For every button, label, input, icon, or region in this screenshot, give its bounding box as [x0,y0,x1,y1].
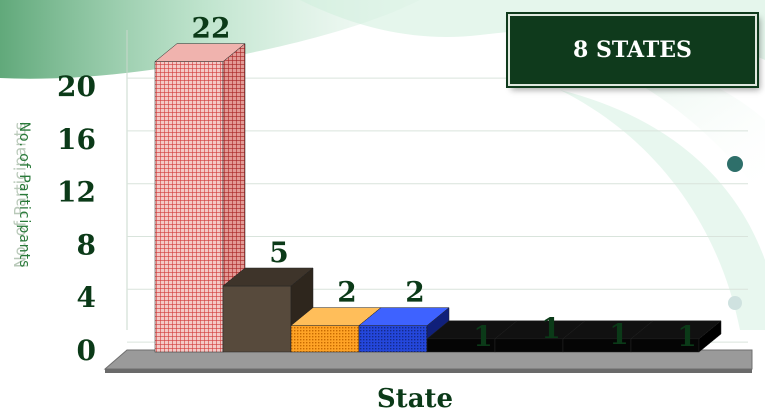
bar-top [630,320,722,340]
data-label: 1 [473,320,492,353]
bar-top [154,43,246,62]
data-label: 1 [677,320,696,353]
y-axis-label-area: No. of Participants No. of Participants [0,95,40,295]
decorative-dot [727,156,743,172]
y-tick-label: 12 [57,176,96,209]
bars [154,43,722,353]
decorative-dot [728,296,742,310]
data-label: 1 [541,312,560,345]
x-axis-label: State [376,384,454,414]
bar-top [222,267,314,287]
y-tick-label: 16 [57,123,96,156]
chart-floor [103,349,753,373]
floor-front [105,369,752,373]
y-tick-label: 0 [77,334,96,367]
y-tick-label: 20 [57,70,96,103]
bar-front [290,325,360,353]
data-label: 1 [609,318,628,351]
data-label: 2 [405,276,424,309]
data-label: 5 [269,236,288,269]
y-tick-label: 8 [77,228,96,261]
bar-front [358,325,428,353]
y-axis-label-mirror: No. of Participants [16,121,32,269]
bar-top [358,307,450,326]
bar-front [154,61,224,353]
bar-front [222,285,292,353]
floor-top [103,349,753,370]
y-tick-label: 4 [77,281,96,314]
states-badge: 8 STATES [508,14,757,86]
data-label: 22 [192,12,231,45]
y-axis-ticks: 0 4 8 12 16 20 [57,70,96,367]
data-label: 2 [337,276,356,309]
